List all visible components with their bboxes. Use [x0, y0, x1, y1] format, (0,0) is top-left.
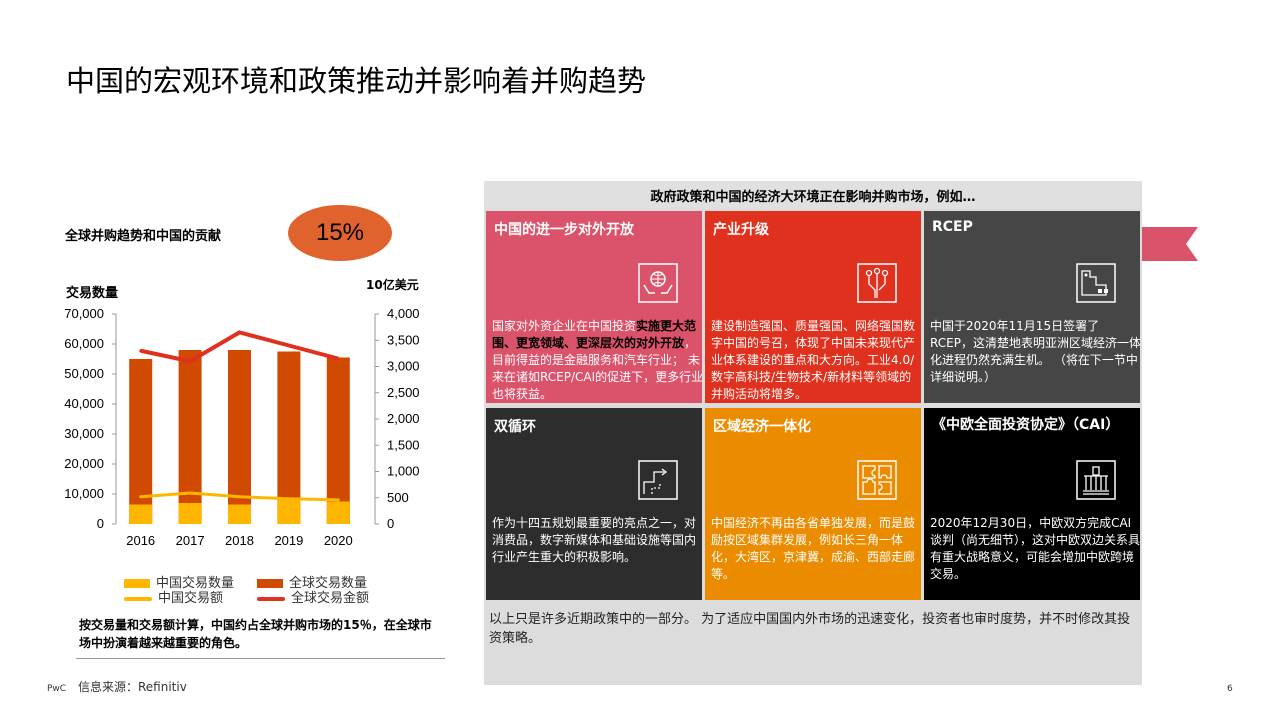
tile-text: 中国经济不再由各省单独发展，而是鼓励按区域集群发展，例如长三角一体化，大湾区，京… — [711, 516, 916, 581]
point-china-deal-value — [287, 497, 291, 501]
tile-opening-up: 中国的进一步对外开放 国家对外资企业在中国投资实施更大范围、更宽领域、更深层次的… — [486, 211, 702, 403]
x-tick-label: 2019 — [274, 533, 303, 548]
legend-swatch — [124, 579, 150, 588]
region-map-icon — [1076, 263, 1116, 303]
combo-chart: 0 10,000 20,000 30,000 40,000 50,000 60,000 70,… — [64, 306, 420, 548]
point-global-deal-value — [287, 344, 291, 347]
tile-title: 产业升级 — [713, 222, 769, 238]
bar-global-deal-count — [178, 350, 202, 524]
legend-item-china-deal-count: 中国交易数量 — [124, 572, 234, 591]
y-tick-label-right: 2,500 — [387, 385, 420, 400]
y-tick-label-right: 4,000 — [387, 306, 420, 321]
tile-text-before: 国家对外资企业在中国投资 — [492, 319, 637, 333]
tile-title: 《中欧全面投资协定》（CAI） — [932, 417, 1120, 433]
tile-industrial-upgrade: 产业升级 建设制造强国、质量强国、网络强国数字中国的号召，体现了中国未来现代产业… — [705, 211, 921, 403]
highlight-oval: 15% — [288, 205, 392, 261]
bar-global-deal-count — [277, 351, 301, 524]
bar-china-deal-count — [326, 501, 350, 524]
point-china-deal-value — [336, 498, 340, 502]
point-china-deal-value — [238, 495, 241, 499]
legend-swatch — [257, 579, 283, 588]
tile-dual-circulation: 双循环 作为十四五规划最重要的亮点之一，对消费品，数字新媒体和基础设施等国内行业… — [486, 408, 702, 600]
legend-label: 中国交易数量 — [156, 576, 235, 591]
source-note: 信息来源：Refinitiv — [78, 680, 187, 694]
y-tick-label-left: 10,000 — [64, 486, 104, 501]
point-global-deal-value — [139, 349, 143, 353]
tile-text: 作为十四五规划最重要的亮点之一，对消费品，数字新媒体和基础设施等国内行业产生重大… — [492, 516, 697, 564]
x-tick-label: 2017 — [176, 533, 205, 548]
bar-china-deal-count — [129, 504, 153, 524]
y-tick-label-right: 3,500 — [387, 332, 420, 347]
bar-global-deal-count — [326, 357, 350, 524]
chart-heading: 全球并购趋势和中国的贡献 — [65, 229, 222, 244]
tile-text-highlight: 实施更大范围、更宽领域、更深层次的对外开放 — [492, 319, 697, 350]
legend-line — [257, 596, 285, 601]
bar-china-deal-count — [277, 498, 301, 524]
government-building-icon — [1076, 460, 1116, 500]
ribbon-flag-icon — [1142, 227, 1198, 261]
point-china-deal-value — [188, 491, 192, 495]
summary-text: 按交易量和交易额计算，中国约占全球并购市场的15％，在全球市场中扮演着越来越重要… — [76, 614, 445, 659]
tile-title: 区域经济一体化 — [713, 419, 811, 435]
bar-china-deal-count — [178, 503, 202, 524]
legend-item-global-deal-count: 全球交易数量 — [257, 572, 367, 591]
y-axis-right-label: 10亿美元 — [366, 278, 419, 292]
y-tick-label-right: 1,500 — [387, 437, 420, 452]
open-hands-globe-icon — [638, 263, 678, 303]
page-title: 中国的宏观环境和政策推动并影响着并购趋势 — [66, 64, 647, 98]
legend-label: 中国交易额 — [158, 591, 224, 606]
bar-china-deal-count — [228, 504, 251, 524]
x-tick-label: 2016 — [126, 533, 155, 548]
y-tick-label-left: 0 — [97, 516, 104, 531]
bar-global-deal-count — [129, 359, 153, 524]
x-tick-label: 2020 — [324, 533, 353, 548]
tile-title: 双循环 — [494, 419, 536, 435]
tile-text: 2020年12月30日，中欧双方完成CAI谈判（尚无细节），这对中欧双边关系具有… — [930, 516, 1140, 581]
y-tick-label-right: 0 — [387, 516, 394, 531]
circuit-chip-icon — [857, 263, 897, 303]
tile-cai: 《中欧全面投资协定》（CAI） 2020年12月30日，中欧双方完成CAI谈判（… — [924, 408, 1140, 600]
brand-logo: PwC — [47, 684, 67, 694]
y-tick-label-right: 2,000 — [387, 411, 420, 426]
legend-line — [124, 596, 152, 601]
legend-label: 全球交易金额 — [291, 591, 370, 606]
tile-text-after: ，目前得益的是金融服务和汽车行业； 未来在诸如RCEP/CAI的促进下，更多行业… — [492, 336, 702, 401]
y-tick-label-left: 50,000 — [64, 366, 104, 381]
tile-regional-integration: 区域经济一体化 中国经济不再由各省单独发展，而是鼓励按区域集群发展，例如长三角一… — [705, 408, 921, 600]
page-number: 6 — [1227, 684, 1233, 694]
tile-text: 建设制造强国、质量强国、网络强国数字中国的号召，体现了中国未来现代产业体系建设的… — [711, 319, 916, 401]
y-tick-label-right: 3,000 — [387, 359, 420, 374]
tile-title: RCEP — [932, 219, 973, 235]
y-tick-label-left: 40,000 — [64, 396, 104, 411]
y-tick-label-left: 30,000 — [64, 426, 104, 441]
y-tick-label-left: 20,000 — [64, 456, 104, 471]
tile-title: 中国的进一步对外开放 — [494, 222, 634, 238]
legend-item-global-deal-value: 全球交易金额 — [257, 587, 369, 606]
y-tick-label-left: 70,000 — [64, 306, 104, 321]
panel-footnote: 以上只是许多近期政策中的一部分。 为了适应中国国内外市场的迅速变化，投资者也审时… — [489, 612, 1131, 646]
tile-text: 国家对外资企业在中国投资实施更大范围、更宽领域、更深层次的对外开放，目前得益的是… — [492, 318, 702, 403]
legend-label: 全球交易数量 — [289, 576, 368, 591]
y-tick-label-right: 500 — [387, 490, 409, 505]
tile-rcep: RCEP 中国于2020年11月15日签署了RCEP，这清楚地表明亚洲区域经济一… — [924, 211, 1140, 403]
y-tick-label-right: 1,000 — [387, 464, 420, 479]
y-tick-label-left: 60,000 — [64, 336, 104, 351]
y-axis-left-label: 交易数量 — [66, 286, 119, 301]
bar-global-deal-count — [228, 350, 251, 524]
point-global-deal-value — [238, 330, 241, 334]
point-global-deal-value — [188, 359, 192, 363]
highlight-value: 15% — [315, 219, 365, 246]
panel-header: 政府政策和中国的经济大环境正在影响并购市场，例如… — [484, 181, 1142, 209]
puzzle-icon — [857, 460, 897, 500]
x-tick-label: 2018 — [225, 533, 254, 548]
point-china-deal-value — [139, 495, 143, 499]
circulation-path-icon — [638, 460, 678, 500]
point-global-deal-value — [336, 357, 340, 361]
legend-item-china-deal-value: 中国交易额 — [124, 587, 223, 606]
tile-text: 中国于2020年11月15日签署了RCEP，这清楚地表明亚洲区域经济一体化进程仍… — [930, 319, 1140, 384]
